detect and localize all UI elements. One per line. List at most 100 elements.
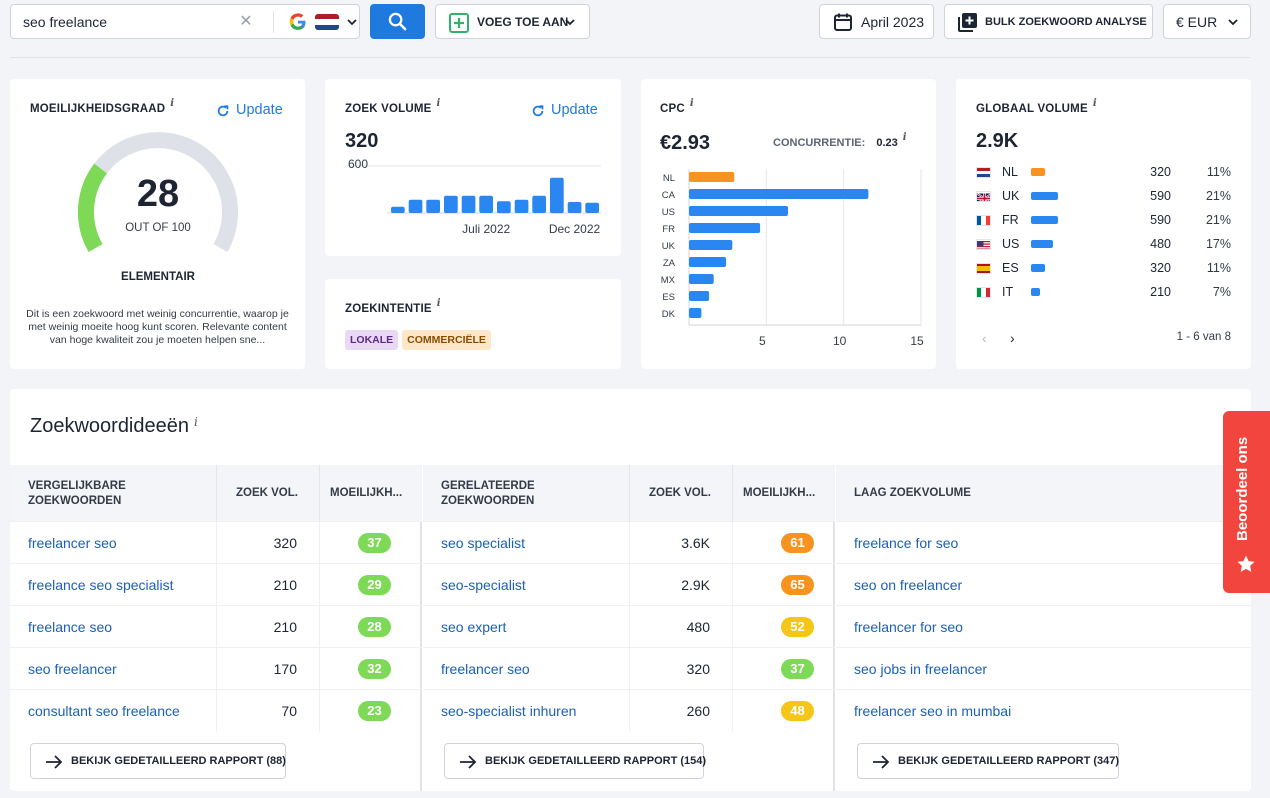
keyword-volume: 3.6K — [681, 535, 710, 551]
volume-share-bar — [1031, 168, 1046, 176]
keyword-ideas-column: LAAG ZOEKVOLUME freelance for seo seo on f… — [836, 465, 1251, 791]
google-icon[interactable] — [289, 13, 307, 31]
cell-divider — [732, 564, 733, 606]
search-volume-bar[interactable] — [532, 195, 546, 213]
search-volume-bar[interactable] — [444, 195, 458, 213]
detailed-report-button[interactable]: BEKIJK GEDETAILLEERD RAPPORT (88) — [30, 743, 286, 779]
cell-divider — [216, 564, 217, 606]
header-volume[interactable]: ZOEK VOL. — [236, 487, 298, 499]
arrow-right-icon — [460, 755, 477, 769]
keyword-link[interactable]: seo specialist — [441, 535, 526, 551]
keyword-link[interactable]: seo jobs in freelancer — [854, 661, 988, 677]
currency-select[interactable]: € EUR — [1163, 4, 1251, 39]
global-volume-value: 2.9K — [976, 130, 1019, 152]
netherlands-flag-icon[interactable] — [315, 14, 339, 30]
keyword-link[interactable]: consultant seo freelance — [28, 703, 180, 719]
info-icon: i — [436, 298, 441, 309]
clear-icon[interactable]: ✕ — [239, 13, 253, 30]
keyword-link[interactable]: seo-specialist — [441, 577, 526, 593]
table-row: seo-specialist 2.9K 65 — [423, 563, 835, 606]
search-input[interactable] — [23, 13, 233, 31]
table-row: seo jobs in freelancer — [836, 647, 1251, 689]
search-volume-bar[interactable] — [426, 199, 440, 213]
cpc-bar[interactable] — [689, 308, 702, 318]
date-label: April 2023 — [861, 14, 925, 30]
category-label: CA — [662, 190, 676, 201]
keyword-search-box[interactable]: ✕ — [10, 4, 360, 39]
top-toolbar: ✕ VOEG TOE AAN April 2023 BULK ZOEKWOORD… — [0, 0, 1270, 58]
keyword-link[interactable]: freelance for seo — [854, 535, 959, 551]
keyword-link[interactable]: seo on freelancer — [854, 577, 963, 593]
keyword-link[interactable]: freelance seo specialist — [28, 577, 174, 593]
date-picker-button[interactable]: April 2023 — [819, 4, 934, 39]
cpc-bar[interactable] — [689, 274, 714, 284]
cpc-bar[interactable] — [689, 240, 733, 250]
search-volume-bar[interactable] — [497, 201, 511, 214]
keyword-link[interactable]: freelance seo — [28, 619, 113, 635]
search-volume-bar[interactable] — [461, 195, 476, 213]
search-volume-update-button[interactable]: Update — [531, 102, 598, 118]
keyword-link[interactable]: seo-specialist inhuren — [441, 703, 577, 719]
search-volume-bar[interactable] — [408, 199, 423, 213]
difficulty-gauge — [78, 132, 238, 252]
table-row: seo specialist 3.6K 61 — [423, 521, 835, 564]
info-icon: i — [1092, 98, 1097, 109]
pagination-prev-icon[interactable]: ‹ — [982, 330, 987, 346]
add-list-icon — [449, 13, 469, 33]
cpc-bar[interactable] — [689, 257, 727, 267]
cell-divider — [629, 606, 630, 648]
chevron-down-icon[interactable] — [345, 14, 359, 30]
search-volume-bar[interactable] — [567, 202, 582, 213]
detailed-report-button[interactable]: BEKIJK GEDETAILLEERD RAPPORT (154) — [444, 743, 706, 779]
header-divider — [629, 465, 630, 521]
country-code: IT — [1002, 285, 1014, 299]
header-difficulty[interactable]: MOEILIJKH... — [743, 487, 816, 499]
pagination-label: 1 - 6 van 8 — [1176, 331, 1231, 343]
keyword-link[interactable]: seo expert — [441, 619, 507, 635]
difficulty-update-button[interactable]: Update — [216, 102, 283, 118]
search-button[interactable] — [370, 4, 425, 39]
search-volume-title: ZOEK VOLUME i — [345, 98, 441, 115]
global-volume-row: FR 590 21% — [976, 211, 1231, 235]
info-icon: i — [170, 98, 175, 109]
country-code: ES — [1002, 261, 1019, 275]
category-label: DK — [662, 309, 676, 320]
search-volume-bar[interactable] — [479, 195, 493, 213]
table-row: seo expert 480 52 — [423, 605, 835, 648]
add-to-button[interactable]: VOEG TOE AAN — [435, 4, 590, 39]
cpc-bar[interactable] — [689, 206, 788, 216]
bulk-keyword-analysis-button[interactable]: BULK ZOEKWOORD ANALYSE — [944, 4, 1153, 39]
header-difficulty[interactable]: MOEILIJKH... — [330, 487, 403, 499]
header-keyword: GERELATEERDE ZOEKWOORDEN — [441, 480, 535, 507]
keyword-link[interactable]: freelancer seo — [28, 535, 117, 551]
category-label: MX — [661, 275, 676, 286]
keyword-ideas-panel: Zoekwoordideeën i VERGELIJKBARE ZOEKWOORDE… — [10, 389, 1251, 791]
keyword-link[interactable]: freelancer seo — [441, 661, 530, 677]
keyword-link[interactable]: freelancer for seo — [854, 619, 963, 635]
keyword-link[interactable]: seo freelancer — [28, 661, 117, 677]
cpc-bar[interactable] — [689, 223, 761, 233]
cell-divider — [629, 522, 630, 564]
search-volume-bar[interactable] — [391, 206, 405, 213]
cpc-bar[interactable] — [689, 291, 710, 301]
keyword-link[interactable]: freelancer seo in mumbai — [854, 703, 1012, 719]
rate-us-tab[interactable]: Beoordeel ons — [1223, 411, 1270, 593]
cell-divider — [732, 648, 733, 690]
cpc-bar[interactable] — [689, 189, 869, 199]
search-volume-bar[interactable] — [514, 199, 529, 213]
volume-share-bar — [1031, 216, 1058, 224]
search-volume-bar[interactable] — [550, 177, 564, 214]
header-divider — [216, 465, 217, 521]
search-volume-bar[interactable] — [585, 202, 599, 213]
difficulty-score: 28 — [136, 173, 180, 215]
global-volume-row: IT 210 7% — [976, 283, 1231, 307]
header-volume[interactable]: ZOEK VOL. — [649, 487, 711, 499]
country-code: UK — [1002, 189, 1020, 203]
competition-label: CONCURRENTIE: 0.23 i — [773, 132, 907, 149]
keyword-difficulty-card: MOEILIJKHEIDSGRAAD i Update 28 OUT OF 100… — [10, 79, 305, 369]
pagination-next-icon[interactable]: › — [1010, 330, 1015, 346]
cpc-bar[interactable] — [689, 172, 735, 182]
cpc-value: €2.93 — [660, 132, 711, 154]
detailed-report-button[interactable]: BEKIJK GEDETAILLEERD RAPPORT (347) — [857, 743, 1119, 779]
volume-share-bar — [1031, 240, 1053, 248]
